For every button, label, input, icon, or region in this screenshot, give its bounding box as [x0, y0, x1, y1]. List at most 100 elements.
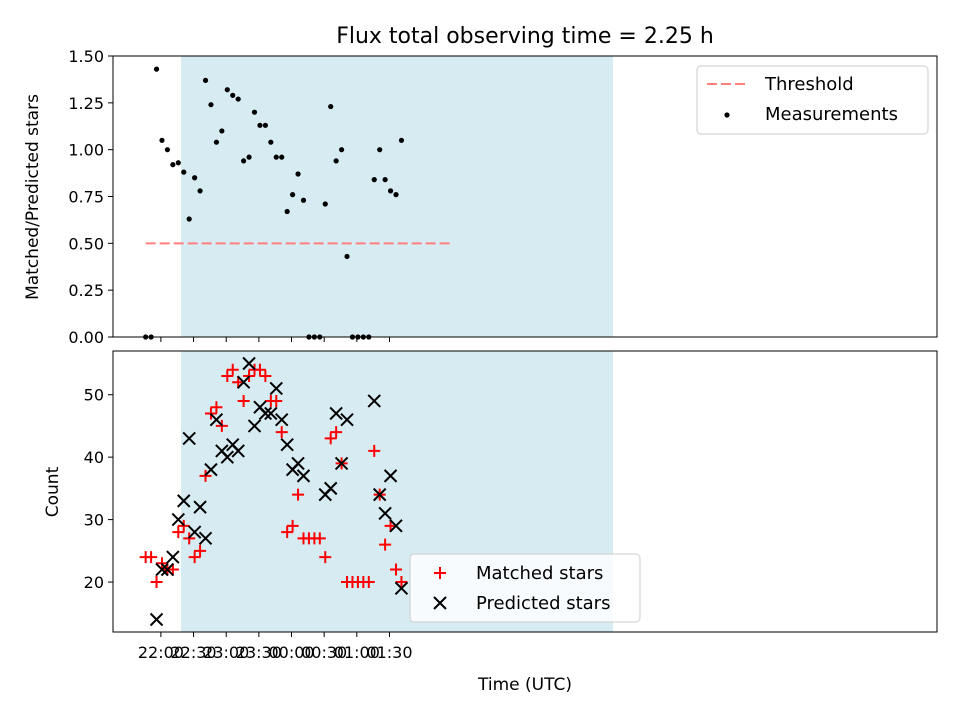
bottom-legend-box [409, 553, 641, 623]
predicted-stars-series [149, 356, 409, 627]
matched-star-point [330, 426, 343, 439]
bottom-panel-frame [112, 350, 938, 633]
matched-star-point [292, 488, 305, 501]
measurement-point [208, 102, 214, 108]
measurement-point [257, 122, 263, 128]
measurement-point [186, 216, 192, 222]
measurement-point [284, 208, 290, 215]
matched-star-point [253, 363, 266, 376]
measurement-point [398, 137, 405, 143]
measurement-point [268, 139, 274, 145]
measurement-point [371, 177, 377, 183]
measurement-point [246, 154, 252, 160]
x-tick-label: 01:00 [334, 643, 380, 662]
measurement-point [235, 96, 241, 102]
matched-star-point [286, 519, 299, 532]
measurement-point [181, 169, 187, 175]
predicted-star-point [193, 500, 207, 514]
x-tick-label: 22:00 [138, 643, 184, 662]
y-tick-label: 20 [84, 573, 104, 592]
predicted-star-point [389, 519, 403, 533]
measurement-point [159, 137, 165, 143]
measurement-point [387, 188, 394, 194]
measurement-point [328, 103, 334, 110]
measurement-point [153, 66, 160, 72]
matched-star-point [362, 576, 375, 589]
measurement-point [251, 109, 258, 115]
matched-star-point [379, 538, 392, 551]
measurement-point [192, 175, 198, 181]
predicted-star-point [171, 512, 186, 527]
predicted-star-point [187, 525, 202, 539]
measurement-point [241, 158, 247, 164]
top-legend: Threshold Measurements [696, 65, 929, 135]
predicted-star-point [340, 412, 354, 427]
legend-measurements-swatch [724, 112, 730, 118]
y-tick-label: 1.50 [68, 47, 104, 66]
measurement-point [344, 253, 350, 260]
matched-star-point [275, 426, 288, 439]
bottom-legend: Matched stars Predicted stars [409, 553, 641, 623]
top-panel: 0.00 0.25 0.50 0.75 1.00 1.25 1.50 Matched/Pre… [23, 47, 938, 347]
measurement-point [224, 87, 230, 93]
predicted-star-point [394, 581, 409, 595]
x-tick-label: 01:30 [366, 643, 412, 662]
predicted-star-point [242, 356, 256, 371]
legend-predicted-label: Predicted stars [476, 593, 610, 614]
matched-star-point [221, 369, 234, 382]
predicted-star-point [291, 456, 305, 471]
predicted-star-point [367, 394, 381, 408]
measurement-point [197, 188, 203, 194]
predicted-star-point [269, 381, 283, 396]
matched-star-point [194, 544, 207, 557]
predicted-star-point [204, 462, 218, 477]
measurement-point [262, 122, 268, 128]
predicted-star-point [231, 444, 245, 458]
measurement-point [202, 77, 209, 83]
y-tick-label: 0.25 [68, 281, 104, 300]
measurement-point [338, 147, 345, 153]
measurement-point [322, 201, 328, 207]
y-tick-label: 0.00 [68, 328, 104, 347]
measurement-point [230, 92, 236, 98]
predicted-star-point [182, 431, 196, 446]
measurement-point [279, 154, 285, 160]
matched-star-point [210, 401, 223, 414]
x-axis-label: Time (UTC) [477, 675, 572, 695]
predicted-star-point [264, 406, 278, 421]
predicted-star-point [275, 412, 289, 427]
measurement-point [377, 147, 383, 153]
matched-star-point [319, 551, 332, 564]
legend-measurements-label: Measurements [765, 104, 898, 125]
y-tick-label: 1.25 [68, 94, 104, 113]
x-tick-label: 00:30 [301, 643, 347, 662]
measurement-point [393, 192, 399, 198]
measurement-point [333, 158, 339, 164]
measurement-point [164, 147, 171, 153]
measurement-point [219, 128, 225, 134]
legend-matched-label: Matched stars [476, 563, 603, 584]
matched-star-point [226, 363, 239, 376]
predicted-star-point [258, 406, 273, 421]
measurement-point [170, 162, 176, 168]
predicted-star-point [383, 469, 398, 483]
bottom-y-ticks: 20 30 40 50 [84, 386, 113, 592]
top-y-axis-label: Matched/Predicted stars [23, 94, 43, 300]
predicted-star-point [198, 531, 213, 546]
matched-star-point [368, 444, 381, 457]
matched-star-point [232, 376, 245, 389]
predicted-star-point [296, 469, 311, 483]
y-tick-label: 0.50 [68, 234, 104, 253]
top-legend-box [696, 65, 929, 135]
measurement-point [290, 192, 296, 198]
y-tick-label: 50 [84, 386, 104, 405]
measurement-point [273, 154, 279, 160]
measurement-point [295, 171, 301, 177]
predicted-star-point [220, 450, 235, 464]
predicted-star-point [166, 550, 180, 564]
x-tick-label: 22:30 [170, 643, 216, 662]
y-tick-label: 40 [84, 448, 104, 467]
